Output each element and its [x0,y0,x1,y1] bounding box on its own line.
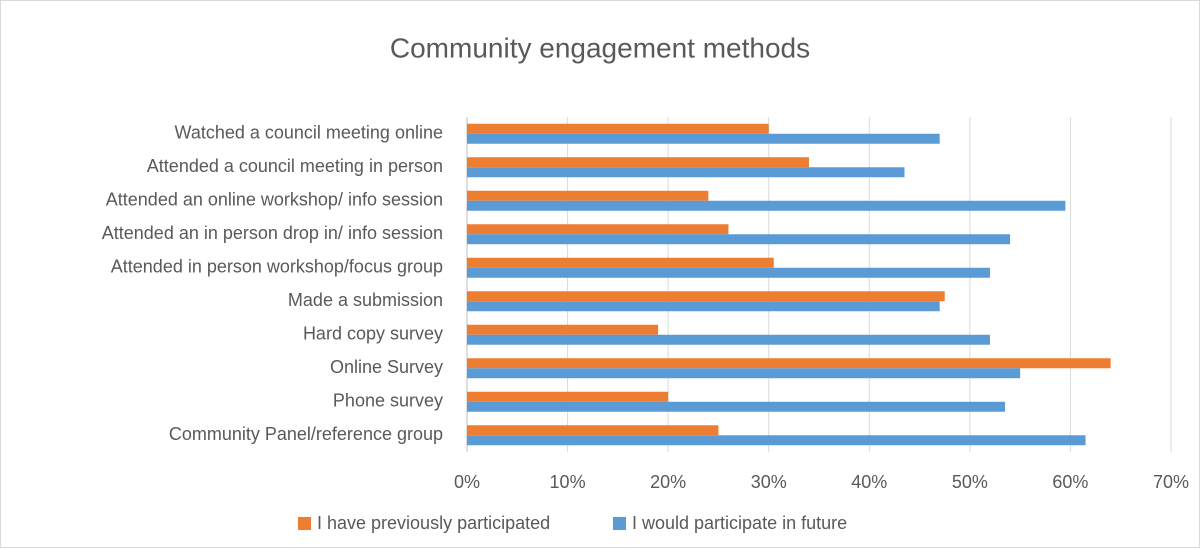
bar [467,391,669,402]
bar [467,224,729,235]
bar [467,401,1006,412]
bar [467,324,659,335]
legend-label: I have previously participated [317,513,550,533]
y-tick-label: Hard copy survey [303,324,443,344]
y-tick-label: Online Survey [330,357,443,377]
bar [467,435,1086,446]
bar [467,133,940,144]
legend-label: I would participate in future [632,513,847,533]
bar [467,267,990,278]
y-tick-label: Attended an online workshop/ info sessio… [106,190,443,210]
bar [467,123,769,134]
y-tick-label: Attended in person workshop/focus group [111,257,443,277]
y-tick-label: Watched a council meeting online [175,123,444,143]
bar [467,257,774,268]
bar [467,368,1021,379]
y-tick-label: Attended an in person drop in/ info sess… [102,223,443,243]
x-tick-label: 40% [851,472,887,492]
bar [467,358,1111,369]
x-tick-label: 10% [550,472,586,492]
y-tick-label: Phone survey [333,391,443,411]
x-tick-label: 20% [650,472,686,492]
y-tick-label: Made a submission [288,290,443,310]
x-tick-label: 0% [454,472,480,492]
bar [467,334,990,345]
bar [467,157,809,168]
bar [467,200,1066,211]
chart-title: Community engagement methods [390,32,810,63]
bar [467,301,940,312]
x-tick-label: 50% [952,472,988,492]
y-tick-label: Attended a council meeting in person [147,156,443,176]
legend-swatch [613,517,626,530]
x-tick-label: 30% [751,472,787,492]
bar [467,291,945,302]
legend-swatch [298,517,311,530]
bar [467,425,719,436]
bar [467,167,905,178]
bar [467,234,1011,245]
bar [467,190,709,201]
x-tick-label: 70% [1153,472,1189,492]
y-tick-label: Community Panel/reference group [169,424,443,444]
x-tick-label: 60% [1052,472,1088,492]
